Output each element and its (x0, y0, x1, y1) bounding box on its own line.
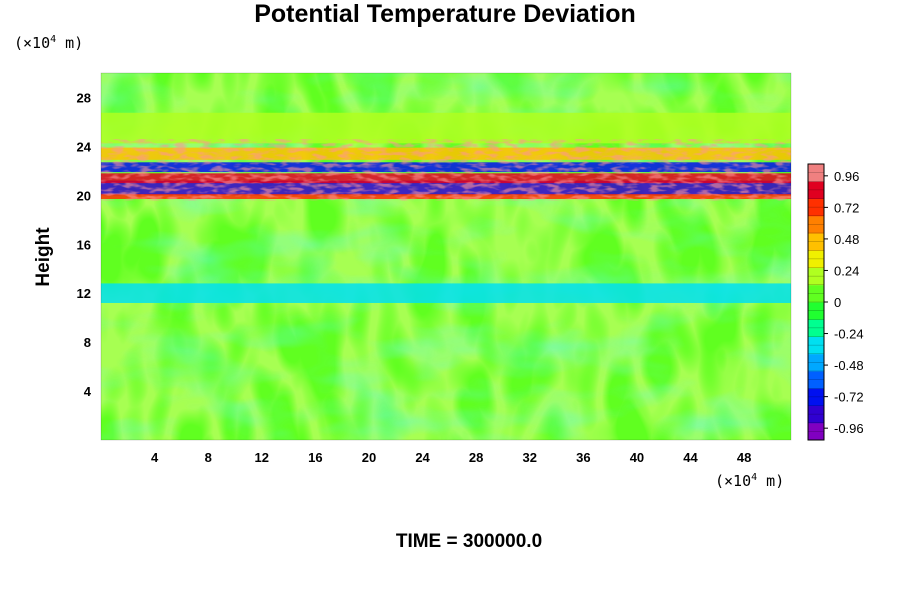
y-tick-label: 12 (77, 286, 91, 301)
colorbar-tick-label: 0.96 (834, 169, 859, 184)
colorbar-segment (808, 250, 824, 268)
y-tick-label: 16 (77, 237, 91, 252)
x-axis-unit: (×104 m) (715, 472, 785, 490)
x-tick-label: 8 (205, 450, 212, 465)
colorbar-segment (808, 198, 824, 217)
heatmap-turbulence (101, 139, 791, 201)
plot-frame (100, 72, 792, 441)
y-tick-label: 20 (77, 188, 91, 203)
colorbar-tick-label: 0.72 (834, 200, 859, 215)
colorbar-segment (808, 319, 824, 337)
y-tick-label: 28 (77, 90, 91, 105)
x-tick-label: 4 (151, 450, 159, 465)
colorbar-segment (808, 371, 824, 389)
colorbar-segment (808, 284, 824, 303)
colorbar-tick-label: 0.24 (834, 263, 859, 278)
colorbar-segment (808, 336, 824, 355)
colorbar-segment (808, 353, 824, 372)
colorbar-segment (808, 422, 824, 441)
plot-area (100, 72, 792, 441)
heatmap-band-6 (101, 283, 791, 303)
x-tick-label: 32 (523, 450, 537, 465)
colorbar-tick-label: 0 (834, 295, 841, 310)
chart-title: Potential Temperature Deviation (254, 0, 636, 28)
x-tick-label: 12 (255, 450, 269, 465)
x-tick-label: 20 (362, 450, 376, 465)
time-annotation: TIME = 300000.0 (395, 531, 543, 552)
colorbar-segment (808, 181, 824, 199)
y-tick-label: 4 (84, 384, 92, 399)
colorbar-tick-label: 0.48 (834, 232, 859, 247)
colorbar-segment (808, 405, 824, 424)
x-tick-label: 24 (415, 450, 430, 465)
colorbar: 0.96 0.72 0.48 0.24 0 -0.24 -0.48 -0.72 -0.96 (807, 163, 864, 441)
x-tick-label: 36 (576, 450, 590, 465)
colorbar-segment (808, 233, 824, 251)
x-tick-label: 48 (737, 450, 751, 465)
x-tick-label: 28 (469, 450, 483, 465)
heatmap-band-5 (101, 112, 791, 144)
heatmap-field (101, 73, 791, 440)
colorbar-segment (808, 302, 824, 320)
colorbar-tick-label: -0.48 (834, 358, 864, 373)
y-axis-unit: (×104 m) (14, 34, 84, 52)
y-axis-label: Height (33, 227, 54, 287)
x-tick-label: 40 (630, 450, 644, 465)
x-tick-label: 16 (308, 450, 322, 465)
y-tick-label: 8 (84, 335, 91, 350)
colorbar-tick-label: -0.96 (834, 421, 864, 436)
x-tick-label: 44 (683, 450, 698, 465)
colorbar-segment (808, 388, 824, 406)
y-tick-label: 24 (77, 139, 92, 154)
colorbar-segment (808, 267, 824, 286)
colorbar-tick-label: -0.72 (834, 390, 864, 405)
colorbar-segment (808, 215, 824, 234)
colorbar-tick-label: -0.24 (834, 327, 864, 342)
colorbar-segment (808, 164, 824, 182)
